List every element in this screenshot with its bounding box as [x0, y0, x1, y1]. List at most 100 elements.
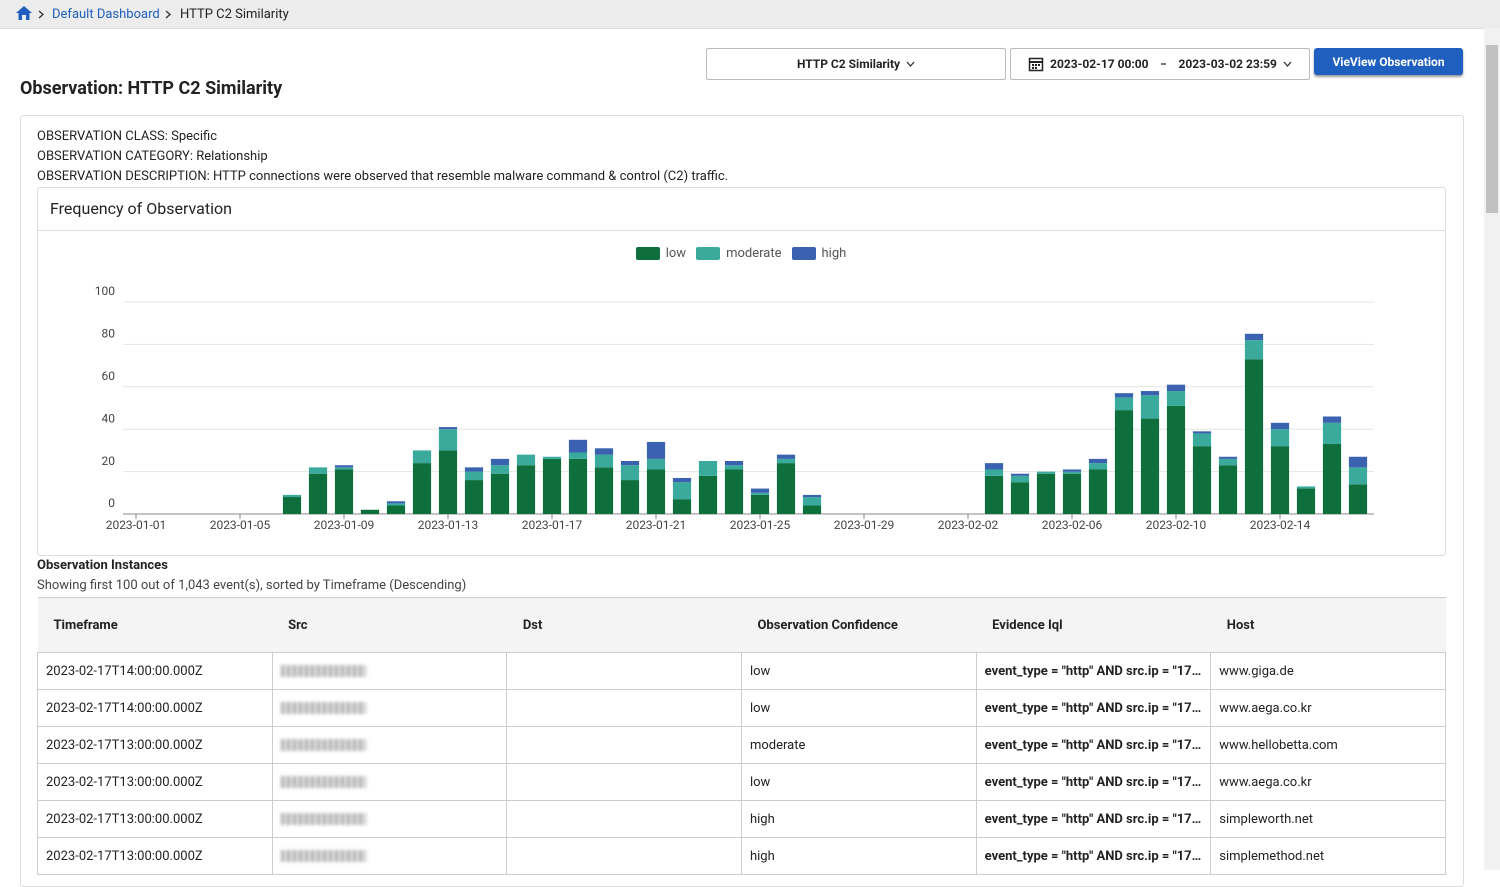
bar-segment	[595, 455, 613, 468]
x-tick-label: 2023-02-10	[1146, 518, 1207, 532]
x-tick-label: 2023-02-02	[938, 518, 999, 532]
x-tick-label: 2023-02-06	[1042, 518, 1103, 532]
bar-segment	[1245, 359, 1263, 514]
view-button[interactable]: VieView Observation	[1314, 48, 1463, 75]
redacted	[281, 702, 366, 714]
x-tick-label: 2023-01-29	[834, 518, 895, 532]
bar-segment	[465, 472, 483, 480]
date-range[interactable]: 2023-02-17 00:00 2023-03-02 23:59	[1010, 48, 1310, 80]
cell-confidence: moderate	[741, 727, 976, 764]
bar-segment	[491, 474, 509, 514]
x-tick-label: 2023-01-13	[418, 518, 479, 532]
redacted	[281, 850, 366, 862]
redacted	[281, 813, 366, 825]
home-icon[interactable]	[15, 5, 33, 21]
cell-confidence: low	[741, 764, 976, 801]
bar-segment	[647, 469, 665, 514]
bar-segment	[1115, 393, 1133, 397]
cell-evidence: event_type = "http" AND src.ip = "17...	[976, 764, 1211, 801]
breadcrumb-link[interactable]: Default Dashboard	[52, 7, 160, 22]
cell-timeframe: 2023-02-17T13:00:00.000Z	[38, 727, 273, 764]
bar-segment	[699, 476, 717, 514]
cell-timeframe: 2023-02-17T13:00:00.000Z	[38, 801, 273, 838]
bar-segment	[309, 467, 327, 473]
info-line: OBSERVATION CATEGORY: Relationship	[37, 149, 268, 164]
cell-host: simpleworth.net	[1211, 801, 1446, 838]
bar-segment	[1167, 385, 1185, 391]
bar-segment	[985, 476, 1003, 514]
bar-segment	[985, 469, 1003, 475]
bar-segment	[543, 457, 561, 459]
section-subtitle: Showing first 100 out of 1,043 event(s),…	[37, 578, 466, 593]
bar-segment	[1271, 423, 1289, 429]
bar-segment	[309, 474, 327, 514]
bar-segment	[985, 463, 1003, 469]
bar-segment	[1063, 469, 1081, 471]
bar-segment	[1167, 406, 1185, 514]
y-tick-label: 0	[108, 496, 115, 510]
x-tick-label: 2023-01-21	[626, 518, 687, 532]
bar-segment	[1011, 476, 1029, 482]
table-row: 2023-02-17T13:00:00.000Z moderateevent_ty…	[38, 727, 1446, 764]
bar-segment	[1219, 465, 1237, 514]
calendar-icon	[1028, 56, 1044, 72]
date-end: 2023-03-02 23:59	[1179, 57, 1277, 71]
x-tick-label: 2023-02-14	[1250, 518, 1311, 532]
cell-src	[272, 764, 507, 801]
bar-segment	[439, 427, 457, 429]
bar-segment	[517, 455, 535, 466]
bar-segment	[387, 501, 405, 503]
cell-src	[272, 727, 507, 764]
bar-segment	[283, 497, 301, 514]
bar-segment	[1115, 397, 1133, 410]
y-tick-label: 80	[102, 327, 116, 341]
bar-segment	[1037, 472, 1055, 474]
bar-segment	[803, 495, 821, 497]
cell-confidence: high	[741, 838, 976, 875]
bar-segment	[647, 442, 665, 459]
table-row: 2023-02-17T13:00:00.000Zhighevent_type =…	[38, 801, 1446, 838]
column-header: Dst	[507, 598, 742, 653]
cell-timeframe: 2023-02-17T14:00:00.000Z	[38, 690, 273, 727]
x-tick-label: 2023-01-05	[210, 518, 271, 532]
bar-segment	[1323, 444, 1341, 514]
bar-segment	[1349, 484, 1367, 514]
cell-evidence: event_type = "http" AND src.ip = "17...	[976, 727, 1211, 764]
cell-evidence: event_type = "http" AND src.ip = "17...	[976, 690, 1211, 727]
bar-segment	[1349, 467, 1367, 484]
bar-segment	[1297, 489, 1315, 514]
bar-segment	[335, 467, 353, 469]
info-line: OBSERVATION CLASS: Specific	[37, 129, 217, 144]
bar-segment	[751, 493, 769, 495]
instances-table: TimeframeSrcDstObservation ConfidenceEvi…	[37, 597, 1446, 875]
cell-host: simplemethod.net	[1211, 838, 1446, 875]
bar-segment	[1167, 391, 1185, 406]
select-value: HTTP C2 Similarity	[797, 57, 900, 71]
dash	[1155, 62, 1173, 66]
breadcrumb-current: HTTP C2 Similarity	[180, 7, 289, 22]
chevron	[1283, 61, 1292, 67]
cell-src	[272, 838, 507, 875]
separator	[164, 10, 172, 19]
bar-segment	[777, 459, 795, 463]
bar-segment	[1011, 474, 1029, 476]
bar-segment	[725, 461, 743, 465]
bar-segment	[1037, 474, 1055, 514]
x-tick-label: 2023-01-25	[730, 518, 791, 532]
y-tick-label: 40	[102, 411, 116, 425]
bar-segment	[569, 453, 587, 459]
scroll-thumb[interactable]	[1486, 45, 1498, 213]
bar-segment	[1245, 340, 1263, 359]
cell-dst	[507, 653, 742, 690]
bar-segment	[647, 459, 665, 470]
bar-segment	[1193, 431, 1211, 433]
bar-segment	[621, 461, 639, 465]
table-row: 2023-02-17T14:00:00.000Zlowevent_type = …	[38, 653, 1446, 690]
bar-segment	[621, 480, 639, 514]
bar-segment	[569, 440, 587, 453]
bar-segment	[803, 497, 821, 505]
observation-select[interactable]: HTTP C2 Similarity	[706, 48, 1006, 80]
cell-host: www.giga.de	[1211, 653, 1446, 690]
bar-segment	[517, 465, 535, 514]
cell-dst	[507, 838, 742, 875]
